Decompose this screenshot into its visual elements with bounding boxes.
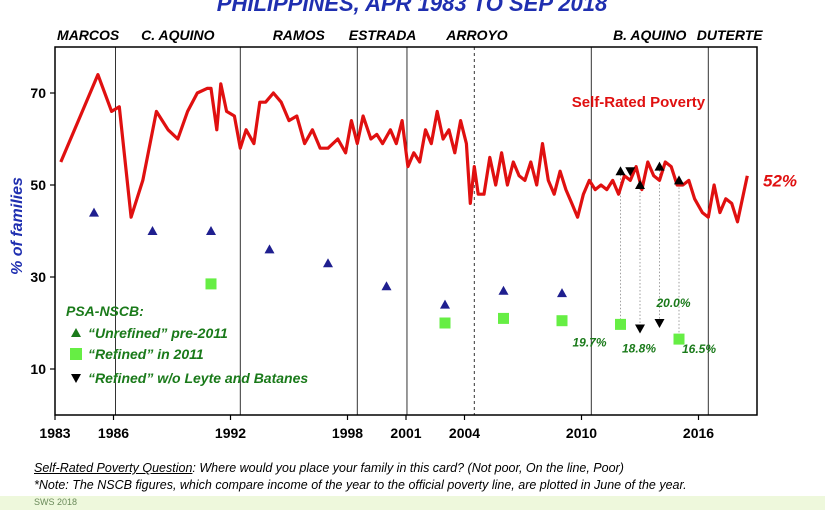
x-tick-label: 2010	[566, 425, 597, 441]
value-annotation: 18.8%	[622, 342, 656, 356]
administration-label: ARROYO	[445, 27, 508, 43]
value-annotation: 19.7%	[573, 335, 607, 349]
unrefined-marker	[635, 180, 645, 189]
administration-labels: MARCOS C. AQUINO RAMOS ESTRADA ARROYO B. AQUI…	[57, 27, 763, 43]
bottom-band	[0, 496, 825, 510]
x-tick-label: 1986	[98, 425, 129, 441]
x-axis-ticks: 1983 1986 1992 1998 2001 2004 2010 2016	[39, 415, 714, 441]
administration-dividers	[115, 47, 709, 415]
refined-marker	[615, 318, 626, 330]
legend-marker-refined	[70, 348, 82, 360]
unrefined-marker	[615, 166, 626, 176]
legend-title: PSA-NSCB:	[66, 303, 144, 319]
refined-wo-marker	[625, 167, 636, 177]
y-axis-label: % of families	[9, 177, 26, 275]
value-annotation: 20.0%	[656, 296, 691, 310]
refined-marker	[205, 278, 217, 290]
unrefined-marker	[498, 285, 509, 295]
administration-label: RAMOS	[273, 27, 326, 43]
administration-label: DUTERTE	[697, 27, 764, 43]
value-annotation: 16.5%	[682, 342, 716, 356]
series-label: Self-Rated Poverty	[572, 94, 706, 111]
drop-lines	[620, 166, 680, 340]
refined-marker	[556, 315, 568, 327]
administration-label: MARCOS	[57, 27, 120, 43]
refined-wo-marker	[654, 319, 665, 328]
legend-item-label: “Unrefined” pre-2011	[88, 325, 228, 341]
refined-wo-marker	[635, 324, 645, 334]
x-tick-label: 2001	[390, 425, 421, 441]
value-annotations: 19.7% 18.8% 20.0% 16.5%	[573, 296, 717, 356]
bottom-mark: SWS 2018	[34, 497, 78, 507]
chart-title: PHILIPPINES, APR 1983 TO SEP 2018	[217, 0, 608, 16]
chart-title-text: PHILIPPINES, APR 1983 TO SEP 2018	[217, 0, 608, 16]
x-tick-label: 1998	[332, 425, 363, 441]
footnote-question: Self-Rated Poverty Question: Where would…	[34, 461, 624, 475]
end-value-label: 52%	[763, 171, 797, 190]
refined-marker	[439, 317, 451, 329]
legend: PSA-NSCB: “Unrefined” pre-2011 “Refined” …	[66, 303, 308, 386]
footnote-question-text: : Where would you place your family in t…	[192, 461, 624, 475]
y-tick-label: 50	[30, 177, 46, 193]
self-rated-poverty-line	[59, 73, 749, 224]
x-tick-label: 1983	[39, 425, 70, 441]
refined-marker	[498, 312, 509, 324]
unrefined-marker	[264, 244, 275, 254]
legend-item-label: “Refined” in 2011	[88, 346, 204, 362]
y-axis-ticks: 10 30 50 70	[30, 85, 55, 377]
unrefined-marker	[206, 226, 216, 235]
x-tick-label: 2004	[449, 425, 480, 441]
unrefined-marker	[440, 299, 450, 309]
refined-marker	[673, 333, 685, 345]
administration-label: C. AQUINO	[141, 27, 214, 43]
y-tick-label: 30	[30, 269, 46, 285]
legend-item-label: “Refined” w/o Leyte and Batanes	[88, 370, 308, 386]
footnote-note: *Note: The NSCB figures, which compare i…	[34, 478, 687, 492]
unrefined-marker	[674, 175, 684, 185]
y-tick-label: 10	[30, 361, 46, 377]
legend-marker-refined-wo	[71, 374, 81, 383]
unrefined-marker	[147, 226, 158, 235]
footnote-question-label: Self-Rated Poverty Question	[34, 461, 193, 475]
administration-label: ESTRADA	[349, 27, 417, 43]
x-tick-label: 1992	[215, 425, 246, 441]
administration-label: B. AQUINO	[613, 27, 686, 43]
legend-marker-unrefined	[71, 328, 81, 337]
psa-nscb-markers	[89, 161, 685, 345]
unrefined-marker	[381, 281, 392, 291]
y-tick-label: 70	[30, 85, 46, 101]
unrefined-marker	[654, 161, 665, 171]
x-tick-label: 2016	[683, 425, 714, 441]
unrefined-marker	[323, 258, 333, 268]
unrefined-marker	[557, 288, 567, 298]
unrefined-marker	[89, 207, 99, 217]
